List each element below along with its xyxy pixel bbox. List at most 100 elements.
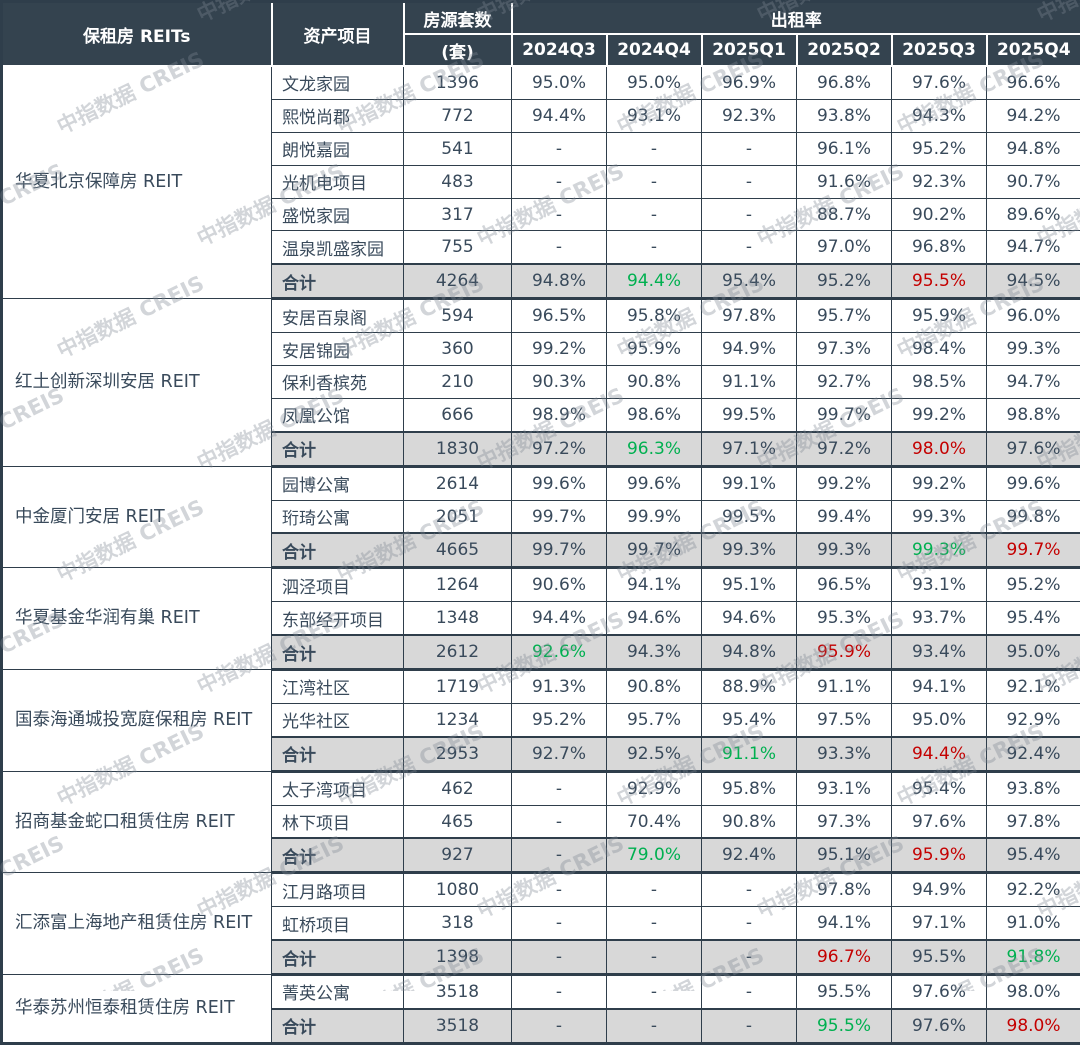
units-total: 4665 [404,533,512,567]
occupancy-value: 94.3% [892,99,987,132]
occupancy-value: 98.4% [892,333,987,366]
occupancy-value: - [607,198,702,231]
occupancy-value: - [512,907,607,940]
occupancy-value: 93.8% [987,771,1080,805]
occupancy-value: 95.9% [607,333,702,366]
total-label: 合计 [272,838,404,872]
col-header-quarter-2025q2: 2025Q2 [797,34,892,66]
occupancy-total: 93.4% [892,635,987,669]
asset-name: 东部经开项目 [272,602,404,635]
occupancy-value: 93.8% [797,99,892,132]
occupancy-value: 94.6% [702,602,797,635]
occupancy-value: - [607,231,702,264]
total-label: 合计 [272,737,404,771]
asset-name: 菁英公寓 [272,975,404,1009]
table-header: 保租房 REITs 资产项目 房源套数 出租率 (套) 2024Q3 2024Q… [2,2,1080,67]
units-total: 1398 [404,940,512,974]
asset-name: 安居百泉阁 [272,299,404,333]
occupancy-total: 97.6% [987,432,1080,466]
occupancy-value: - [607,975,702,1009]
occupancy-value: 94.1% [607,568,702,602]
occupancy-value: 90.2% [892,198,987,231]
occupancy-value: 95.5% [797,975,892,1009]
reit-name: 华泰苏州恒泰租赁住房 REIT [2,975,272,1044]
occupancy-total: 95.1% [797,838,892,872]
occupancy-value: 95.0% [892,703,987,736]
units-total: 2612 [404,635,512,669]
occupancy-value: - [702,165,797,198]
header-row-1: 保租房 REITs 资产项目 房源套数 出租率 [2,2,1080,35]
occupancy-total: 91.8% [987,940,1080,974]
occupancy-value: 95.2% [512,703,607,736]
units-total: 1830 [404,432,512,466]
asset-name: 朗悦嘉园 [272,132,404,165]
occupancy-total: - [512,940,607,974]
occupancy-value: 89.6% [987,198,1080,231]
occupancy-total: 94.4% [892,737,987,771]
occupancy-value: 96.1% [797,132,892,165]
occupancy-value: 95.0% [607,66,702,99]
occupancy-value: 99.5% [702,500,797,533]
occupancy-value: 96.6% [987,66,1080,99]
occupancy-value: 94.1% [797,907,892,940]
total-label: 合计 [272,533,404,567]
occupancy-value: 91.6% [797,165,892,198]
occupancy-total: 93.3% [797,737,892,771]
reit-name: 华夏基金华润有巢 REIT [2,568,272,670]
asset-name: 园博公寓 [272,466,404,500]
asset-name: 温泉凯盛家园 [272,231,404,264]
occupancy-value: 98.5% [892,366,987,399]
col-header-quarter-2025q4: 2025Q4 [987,34,1080,66]
asset-name: 光华社区 [272,703,404,736]
occupancy-value: 99.6% [607,466,702,500]
occupancy-value: 94.1% [892,670,987,704]
occupancy-total: 99.7% [607,533,702,567]
occupancy-value: 99.1% [702,466,797,500]
occupancy-value: 90.8% [702,805,797,838]
occupancy-value: 95.2% [987,568,1080,602]
occupancy-value: - [702,132,797,165]
occupancy-value: 97.5% [797,703,892,736]
units-value: 360 [404,333,512,366]
total-label: 合计 [272,940,404,974]
occupancy-value: 99.5% [702,398,797,431]
occupancy-value: 97.8% [987,805,1080,838]
col-header-quarter-2025q3: 2025Q3 [892,34,987,66]
occupancy-total: 96.7% [797,940,892,974]
occupancy-total: 95.2% [797,264,892,298]
occupancy-value: 93.1% [892,568,987,602]
occupancy-value: 99.9% [607,500,702,533]
occupancy-total: 99.3% [797,533,892,567]
occupancy-value: - [512,132,607,165]
occupancy-value: 95.4% [987,602,1080,635]
occupancy-value: 92.9% [987,703,1080,736]
occupancy-value: - [512,165,607,198]
occupancy-value: - [512,231,607,264]
units-value: 462 [404,771,512,805]
occupancy-value: 97.0% [797,231,892,264]
occupancy-value: 95.8% [702,771,797,805]
units-value: 594 [404,299,512,333]
occupancy-value: 92.3% [702,99,797,132]
occupancy-total: 95.5% [892,940,987,974]
occupancy-total: 95.5% [892,264,987,298]
occupancy-value: 92.7% [797,366,892,399]
occupancy-value: 99.7% [797,398,892,431]
occupancy-value: - [702,907,797,940]
asset-name: 文龙家园 [272,66,404,99]
occupancy-value: 98.6% [607,398,702,431]
occupancy-value: 95.8% [607,299,702,333]
occupancy-value: 70.4% [607,805,702,838]
occupancy-value: 99.6% [987,466,1080,500]
units-total: 4264 [404,264,512,298]
occupancy-value: 95.7% [797,299,892,333]
occupancy-total: 92.4% [702,838,797,872]
occupancy-value: 97.1% [892,907,987,940]
asset-name: 林下项目 [272,805,404,838]
occupancy-value: 96.5% [512,299,607,333]
occupancy-value: 95.4% [702,703,797,736]
occupancy-total: 95.4% [987,838,1080,872]
occupancy-value: - [702,975,797,1009]
occupancy-total: 99.3% [702,533,797,567]
